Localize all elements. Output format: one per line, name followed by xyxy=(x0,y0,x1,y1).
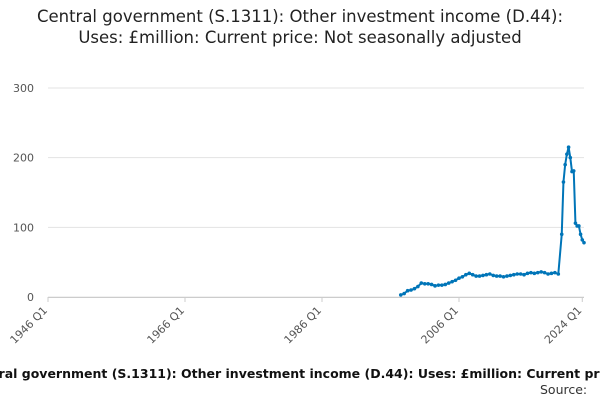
data-point xyxy=(460,274,465,279)
data-point xyxy=(577,224,581,228)
data-point xyxy=(470,272,475,277)
data-point xyxy=(422,281,427,286)
data-point xyxy=(532,271,537,276)
data-point xyxy=(508,273,513,278)
data-point xyxy=(416,284,420,289)
data-point xyxy=(571,169,576,173)
data-point xyxy=(491,273,496,278)
data-point xyxy=(539,270,543,274)
data-point xyxy=(559,232,564,237)
y-tick-label: 300 xyxy=(13,82,34,95)
data-point xyxy=(467,271,472,276)
data-point xyxy=(498,274,502,278)
y-tick-label: 100 xyxy=(13,221,34,234)
y-tick-label: 0 xyxy=(27,291,34,304)
data-point xyxy=(518,272,523,276)
data-point xyxy=(522,272,526,277)
data-point xyxy=(436,283,441,287)
data-point xyxy=(580,238,585,242)
data-point xyxy=(464,272,468,277)
chart-footer-text: Central government (S.1311): Other inves… xyxy=(0,366,600,381)
x-tick-label: 2024 Q1 xyxy=(542,304,585,347)
data-point xyxy=(484,272,489,277)
data-point xyxy=(453,278,458,283)
data-point xyxy=(565,152,569,156)
data-point xyxy=(535,270,540,275)
x-tick-label: 1946 Q1 xyxy=(8,304,51,347)
data-point xyxy=(446,281,451,285)
data-point xyxy=(546,272,550,276)
source-label: Source: xyxy=(540,382,588,397)
x-tick-label: 1986 Q1 xyxy=(282,304,325,347)
data-point xyxy=(582,240,586,245)
x-tick-label: 1966 Q1 xyxy=(145,304,188,347)
data-point xyxy=(426,281,430,286)
data-point xyxy=(402,291,406,296)
data-point xyxy=(501,274,506,279)
data-point xyxy=(515,272,520,276)
data-point xyxy=(405,288,410,293)
data-point xyxy=(573,221,578,225)
data-point xyxy=(494,274,499,278)
data-point xyxy=(419,281,424,285)
data-point xyxy=(398,293,403,297)
data-point xyxy=(477,274,482,278)
data-point xyxy=(525,271,530,276)
data-point xyxy=(542,270,547,275)
data-point xyxy=(556,272,561,276)
data-point xyxy=(412,286,417,291)
data-point xyxy=(566,145,571,150)
data-point xyxy=(568,155,573,160)
chart-footer: Central government (S.1311): Other inves… xyxy=(0,366,600,381)
chart-title: Central government (S.1311): Other inves… xyxy=(36,7,564,47)
data-point xyxy=(457,276,461,280)
data-point xyxy=(443,282,448,287)
y-tick-label: 200 xyxy=(13,152,34,165)
data-point xyxy=(481,273,485,278)
data-point xyxy=(474,274,478,278)
data-point xyxy=(409,288,413,292)
data-point xyxy=(440,283,444,287)
data-point xyxy=(553,270,557,275)
data-point xyxy=(529,270,533,275)
x-tick-label: 2006 Q1 xyxy=(419,304,462,347)
data-point xyxy=(450,279,454,284)
data-point xyxy=(429,282,434,287)
data-point xyxy=(488,272,492,276)
data-point xyxy=(433,284,437,288)
data-point xyxy=(578,232,583,237)
data-point xyxy=(549,271,554,276)
data-point xyxy=(511,272,516,277)
data-point xyxy=(563,162,567,167)
data-point xyxy=(505,274,509,278)
data-point xyxy=(561,180,566,184)
